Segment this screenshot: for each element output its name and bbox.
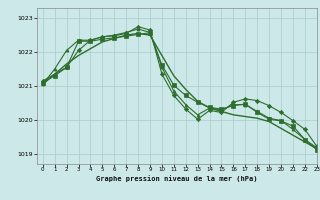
- X-axis label: Graphe pression niveau de la mer (hPa): Graphe pression niveau de la mer (hPa): [96, 175, 258, 182]
